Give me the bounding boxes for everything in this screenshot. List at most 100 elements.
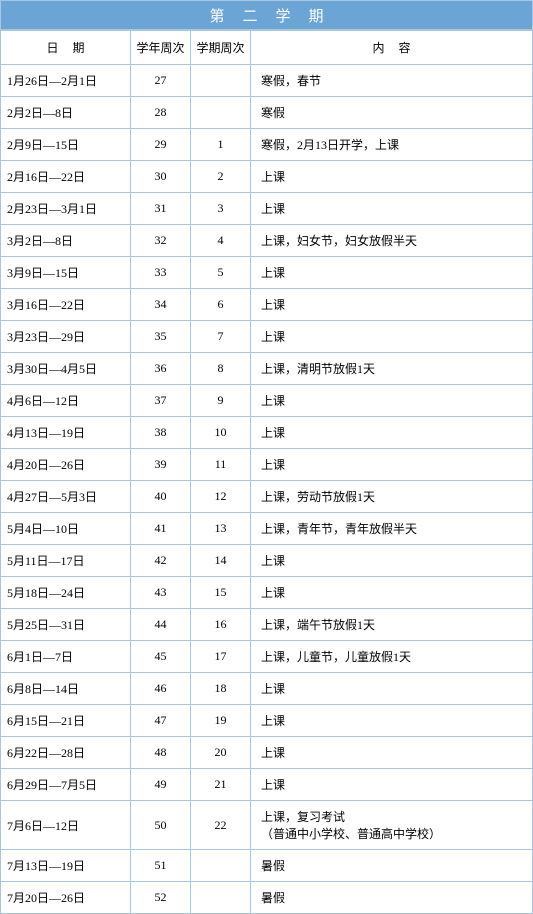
cell-sem-week: 15 (191, 577, 251, 609)
col-header-content: 内容 (251, 31, 533, 65)
cell-year-week: 28 (131, 97, 191, 129)
table-row: 3月2日—8日324上课，妇女节，妇女放假半天 (1, 225, 533, 257)
cell-content: 寒假 (251, 97, 533, 129)
cell-year-week: 33 (131, 257, 191, 289)
cell-year-week: 49 (131, 769, 191, 801)
cell-content: 上课 (251, 673, 533, 705)
header-row: 日期 学年周次 学期周次 内容 (1, 31, 533, 65)
cell-year-week: 29 (131, 129, 191, 161)
cell-year-week: 30 (131, 161, 191, 193)
table-row: 6月15日—21日4719上课 (1, 705, 533, 737)
cell-date: 3月30日—4月5日 (1, 353, 131, 385)
cell-year-week: 47 (131, 705, 191, 737)
cell-year-week: 39 (131, 449, 191, 481)
cell-date: 6月8日—14日 (1, 673, 131, 705)
cell-content: 上课 (251, 705, 533, 737)
cell-content: 上课，劳动节放假1天 (251, 481, 533, 513)
cell-sem-week: 21 (191, 769, 251, 801)
cell-year-week: 27 (131, 65, 191, 97)
cell-sem-week: 14 (191, 545, 251, 577)
cell-sem-week: 12 (191, 481, 251, 513)
cell-sem-week: 2 (191, 161, 251, 193)
table-row: 6月8日—14日4618上课 (1, 673, 533, 705)
cell-sem-week (191, 97, 251, 129)
cell-date: 6月22日—28日 (1, 737, 131, 769)
cell-year-week: 38 (131, 417, 191, 449)
cell-sem-week: 5 (191, 257, 251, 289)
cell-date: 3月9日—15日 (1, 257, 131, 289)
cell-date: 2月23日—3月1日 (1, 193, 131, 225)
cell-content: 上课 (251, 577, 533, 609)
cell-content: 上课 (251, 193, 533, 225)
cell-date: 5月25日—31日 (1, 609, 131, 641)
cell-content: 上课，青年节，青年放假半天 (251, 513, 533, 545)
table-row: 4月13日—19日3810上课 (1, 417, 533, 449)
table-row: 2月2日—8日28 寒假 (1, 97, 533, 129)
cell-content: 上课 (251, 289, 533, 321)
cell-date: 3月16日—22日 (1, 289, 131, 321)
cell-date: 2月9日—15日 (1, 129, 131, 161)
cell-sem-week: 13 (191, 513, 251, 545)
schedule-table: 日期 学年周次 学期周次 内容 1月26日—2月1日27寒假，春节2月2日—8日… (0, 30, 533, 914)
cell-sem-week: 10 (191, 417, 251, 449)
cell-date: 7月13日—19日 (1, 850, 131, 882)
cell-content: 暑假 (251, 882, 533, 914)
cell-sem-week: 8 (191, 353, 251, 385)
table-row: 5月4日—10日4113上课，青年节，青年放假半天 (1, 513, 533, 545)
cell-date: 1月26日—2月1日 (1, 65, 131, 97)
cell-year-week: 42 (131, 545, 191, 577)
cell-content: 上课，复习考试 （普通中小学校、普通高中学校） (251, 801, 533, 850)
cell-date: 2月2日—8日 (1, 97, 131, 129)
cell-sem-week: 19 (191, 705, 251, 737)
cell-date: 3月23日—29日 (1, 321, 131, 353)
table-row: 2月9日—15日291寒假，2月13日开学，上课 (1, 129, 533, 161)
table-row: 3月23日—29日357上课 (1, 321, 533, 353)
cell-content: 上课 (251, 385, 533, 417)
table-row: 6月29日—7月5日4921上课 (1, 769, 533, 801)
cell-content: 上课 (251, 257, 533, 289)
cell-content: 上课 (251, 417, 533, 449)
table-row: 2月23日—3月1日313上课 (1, 193, 533, 225)
cell-year-week: 44 (131, 609, 191, 641)
cell-content: 上课 (251, 321, 533, 353)
cell-content: 暑假 (251, 850, 533, 882)
col-header-date: 日期 (1, 31, 131, 65)
table-row: 7月13日—19日51 暑假 (1, 850, 533, 882)
cell-sem-week (191, 882, 251, 914)
cell-content: 寒假，春节 (251, 65, 533, 97)
cell-date: 4月27日—5月3日 (1, 481, 131, 513)
cell-date: 6月1日—7日 (1, 641, 131, 673)
cell-date: 7月20日—26日 (1, 882, 131, 914)
cell-sem-week: 16 (191, 609, 251, 641)
table-row: 1月26日—2月1日27 寒假，春节 (1, 65, 533, 97)
cell-date: 4月13日—19日 (1, 417, 131, 449)
cell-year-week: 37 (131, 385, 191, 417)
table-row: 7月6日—12日5022上课，复习考试 （普通中小学校、普通高中学校） (1, 801, 533, 850)
cell-sem-week: 20 (191, 737, 251, 769)
cell-year-week: 51 (131, 850, 191, 882)
table-row: 4月27日—5月3日4012上课，劳动节放假1天 (1, 481, 533, 513)
cell-year-week: 48 (131, 737, 191, 769)
cell-content: 上课，妇女节，妇女放假半天 (251, 225, 533, 257)
cell-year-week: 34 (131, 289, 191, 321)
table-title: 第二学期 (0, 0, 533, 30)
col-header-year-week: 学年周次 (131, 31, 191, 65)
cell-year-week: 50 (131, 801, 191, 850)
cell-content: 上课，清明节放假1天 (251, 353, 533, 385)
cell-sem-week (191, 850, 251, 882)
cell-content: 寒假，2月13日开学，上课 (251, 129, 533, 161)
cell-year-week: 41 (131, 513, 191, 545)
cell-sem-week (191, 65, 251, 97)
cell-sem-week: 22 (191, 801, 251, 850)
cell-sem-week: 7 (191, 321, 251, 353)
cell-sem-week: 4 (191, 225, 251, 257)
cell-sem-week: 18 (191, 673, 251, 705)
table-row: 6月1日—7日4517上课，儿童节，儿童放假1天 (1, 641, 533, 673)
table-row: 7月20日—26日52暑假 (1, 882, 533, 914)
table-row: 5月11日—17日4214上课 (1, 545, 533, 577)
table-row: 5月18日—24日4315上课 (1, 577, 533, 609)
cell-date: 5月18日—24日 (1, 577, 131, 609)
cell-year-week: 43 (131, 577, 191, 609)
table-row: 3月30日—4月5日368上课，清明节放假1天 (1, 353, 533, 385)
table-row: 4月20日—26日3911上课 (1, 449, 533, 481)
